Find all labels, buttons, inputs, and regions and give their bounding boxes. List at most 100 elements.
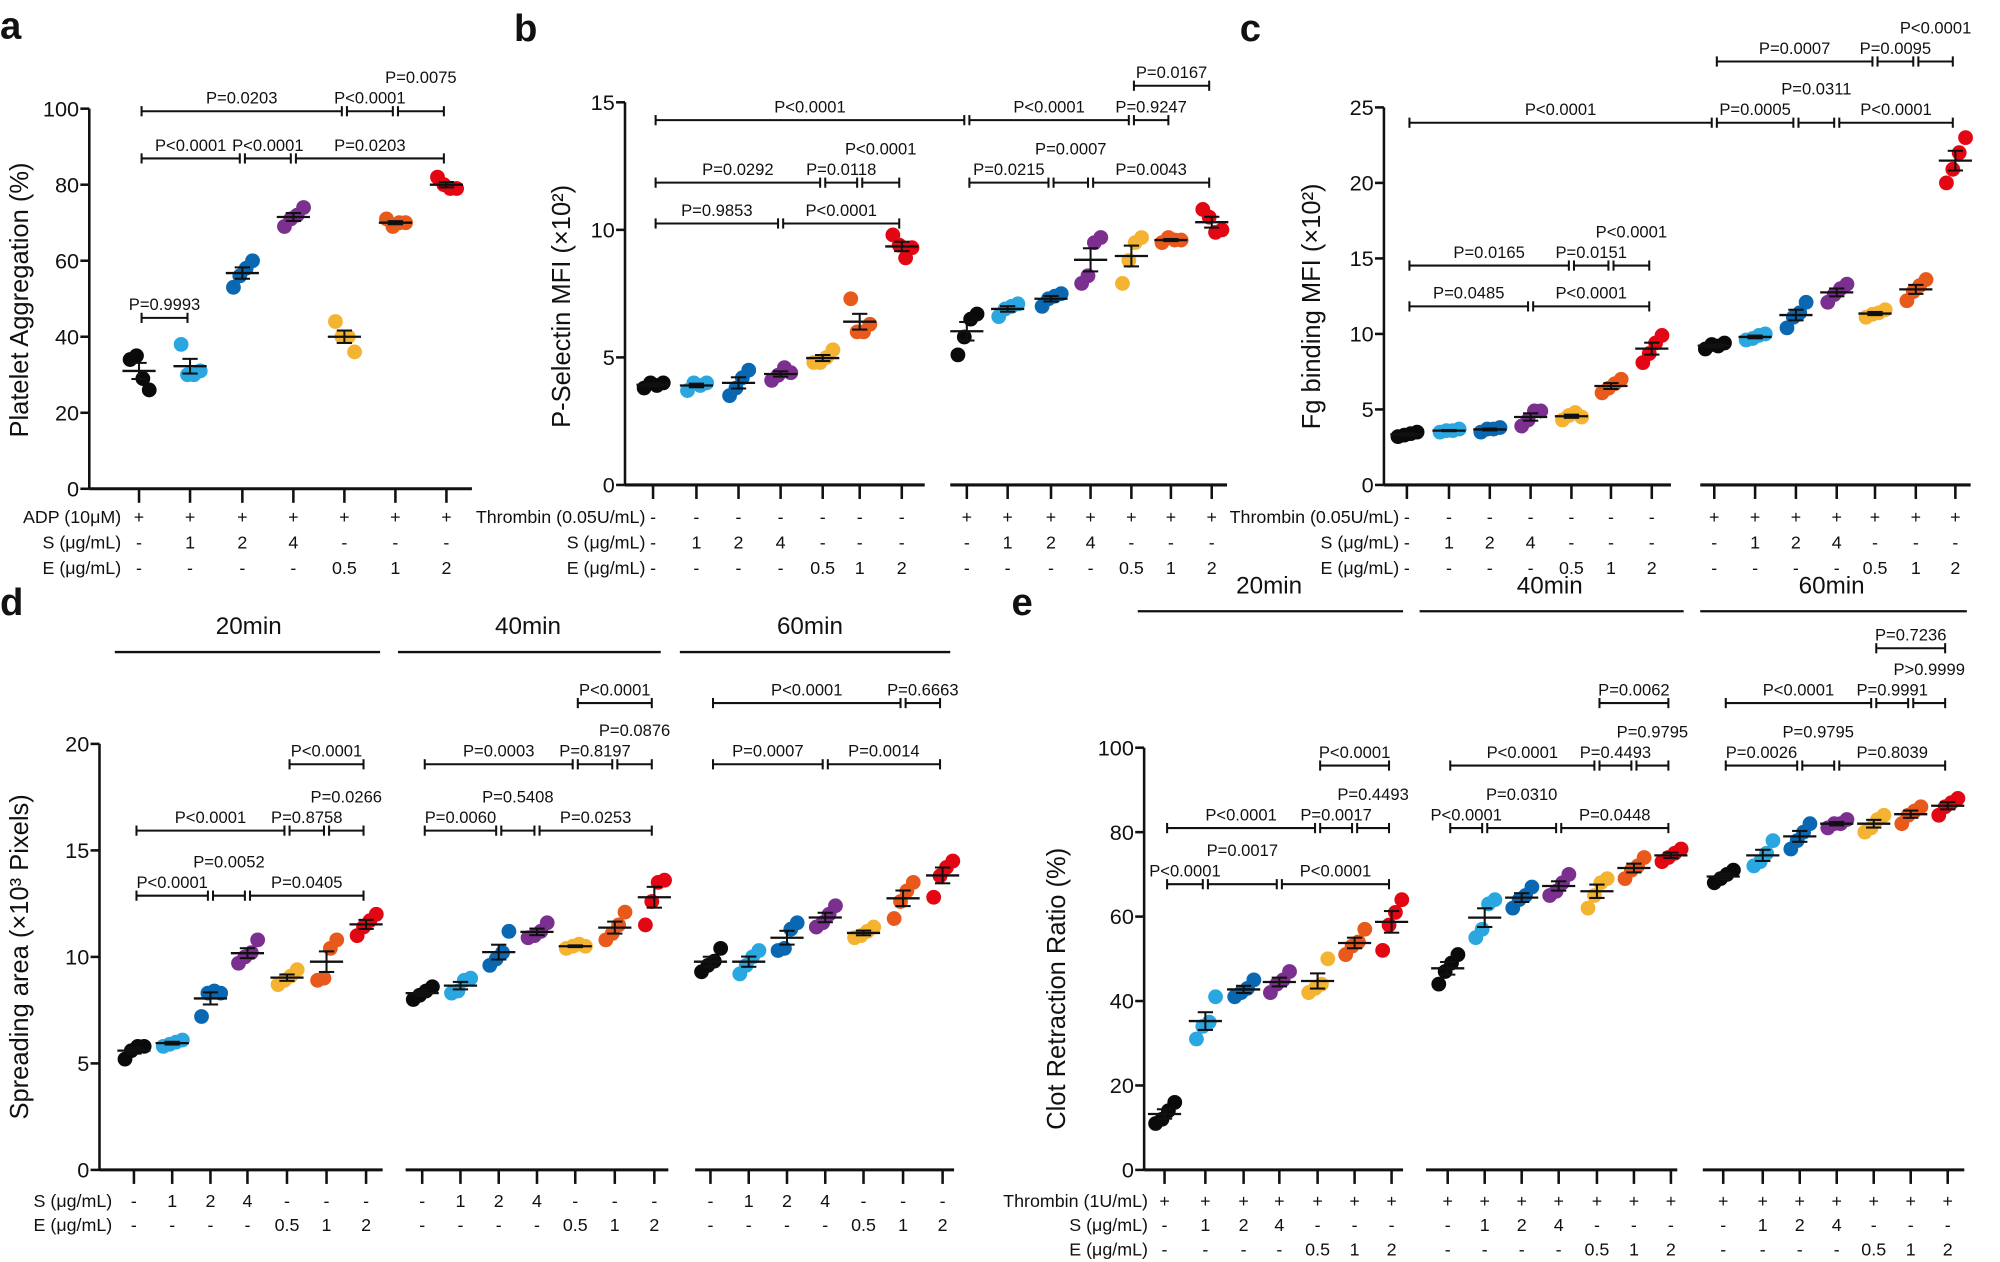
row-value: 2 xyxy=(1795,1215,1805,1235)
row-value: + xyxy=(185,507,195,527)
group-9 xyxy=(1505,879,1540,916)
p-value-label: P=0.0253 xyxy=(560,808,631,827)
significance-bracket: P=0.0448 xyxy=(1560,805,1670,834)
row-value: + xyxy=(1159,1191,1169,1211)
group-0 xyxy=(117,1038,152,1067)
group-6 xyxy=(429,169,465,196)
significance-bracket: P=0.0151 xyxy=(1555,243,1627,271)
row-value: - xyxy=(136,533,142,553)
row-value: - xyxy=(572,1191,578,1211)
row-value: - xyxy=(778,507,784,527)
data-point xyxy=(141,382,157,398)
row-value: 2 xyxy=(494,1191,504,1211)
data-point xyxy=(1918,272,1934,287)
significance-bracket: P=0.5408 xyxy=(482,788,554,836)
time-header: 40min xyxy=(1517,572,1583,599)
data-point xyxy=(226,279,241,295)
row-value: - xyxy=(443,533,449,553)
group-20 xyxy=(1931,790,1966,823)
significance-bracket: P=0.7236 xyxy=(1875,626,1946,654)
row-value: 1 xyxy=(185,533,195,553)
data-point xyxy=(1533,403,1549,419)
row-value: - xyxy=(1760,1239,1766,1259)
p-value-label: P=0.0448 xyxy=(1579,805,1650,824)
row-label: ADP (10μM) xyxy=(23,507,121,527)
group-2 xyxy=(1227,972,1262,1005)
row-value: + xyxy=(1869,1191,1879,1211)
row-value: - xyxy=(1446,507,1452,527)
row-value: - xyxy=(1711,533,1717,553)
group-19 xyxy=(886,874,921,926)
row-label: Thrombin (0.05U/mL) xyxy=(1230,507,1400,527)
data-point xyxy=(1951,145,1967,161)
data-point xyxy=(825,342,841,358)
group-17 xyxy=(1820,812,1855,836)
row-label: S (μg/mL) xyxy=(1069,1215,1148,1235)
p-value-label: P=0.0485 xyxy=(1433,284,1504,303)
significance-bracket: P=0.6663 xyxy=(887,680,959,709)
row-label: Thrombin (0.05U/mL) xyxy=(476,507,646,527)
data-point xyxy=(250,932,266,948)
y-tick-label: 0 xyxy=(1122,1158,1134,1183)
row-value: - xyxy=(1528,558,1534,578)
y-axis-title: P-Selectin MFI (×10²) xyxy=(548,185,576,428)
data-point xyxy=(328,314,343,329)
row-value: - xyxy=(651,1191,657,1211)
significance-bracket: P<0.0001 xyxy=(334,89,406,117)
group-8 xyxy=(1468,892,1503,946)
row-value: 4 xyxy=(1554,1215,1564,1235)
y-tick-label: 20 xyxy=(1350,171,1374,196)
y-tick-label: 15 xyxy=(591,90,615,115)
data-point xyxy=(638,917,653,933)
significance-bracket: P<0.0001 xyxy=(135,808,286,836)
row-value: - xyxy=(1482,1239,1488,1259)
row-value: 1 xyxy=(691,533,701,553)
panel-letter: d xyxy=(0,581,23,624)
row-value: 0.5 xyxy=(1585,1239,1610,1259)
group-1 xyxy=(1432,421,1467,440)
data-point xyxy=(1451,421,1467,437)
significance-bracket: P=0.0007 xyxy=(1035,140,1107,188)
row-value: - xyxy=(693,558,699,578)
group-5 xyxy=(378,211,414,234)
row-value: + xyxy=(1750,507,1760,527)
group-2 xyxy=(1473,420,1508,440)
p-value-label: P=0.0311 xyxy=(1781,80,1851,99)
row-value: - xyxy=(1168,533,1174,553)
row-value: 2 xyxy=(1950,558,1960,578)
p-value-label: P=0.0215 xyxy=(973,160,1044,179)
panel-e: e 0 20 40 60 80 100 Clot Retraction Ratio (%) Th… xyxy=(1003,572,1967,1259)
row-value: - xyxy=(1202,1239,1208,1259)
p-value-label: P<0.0001 xyxy=(1596,223,1667,242)
row-value: 4 xyxy=(288,533,298,553)
row-value: - xyxy=(899,507,905,527)
significance-bracket: P<0.0001 xyxy=(140,136,241,164)
row-value: + xyxy=(1709,507,1719,527)
data-point xyxy=(713,940,729,956)
group-1 xyxy=(155,1032,190,1054)
row-value: 0.5 xyxy=(1863,558,1888,578)
panel-b: b 0 5 10 15 P-Selectin MFI (×10²) Thrombin (0.… xyxy=(476,7,1230,578)
row-value: - xyxy=(1945,1215,1951,1235)
row-value: - xyxy=(496,1215,502,1235)
data-point xyxy=(1958,130,1973,146)
data-point xyxy=(1939,175,1954,191)
row-value: + xyxy=(1046,507,1056,527)
row-value: + xyxy=(1200,1191,1210,1211)
significance-bracket: P=0.8197 xyxy=(559,742,631,770)
p-value-label: P=0.8197 xyxy=(559,742,630,761)
p-value-label: P=0.0151 xyxy=(1555,243,1626,262)
p-value-label: P=0.0118 xyxy=(806,160,876,179)
row-value: + xyxy=(1942,1191,1952,1211)
p-value-label: P>0.9999 xyxy=(1893,660,1964,679)
group-8 xyxy=(443,970,479,1001)
significance-bracket: P=0.0203 xyxy=(294,136,445,164)
p-value-label: P=0.0005 xyxy=(1719,100,1790,119)
significance-bracket: P<0.0001 xyxy=(1319,743,1390,771)
row-value: + xyxy=(1166,507,1176,527)
significance-bracket: P=0.0095 xyxy=(1860,39,1931,67)
row-value: 2 xyxy=(1943,1239,1953,1259)
data-point xyxy=(1759,845,1774,861)
group-10 xyxy=(1820,276,1855,310)
group-4 xyxy=(1301,951,1336,1000)
